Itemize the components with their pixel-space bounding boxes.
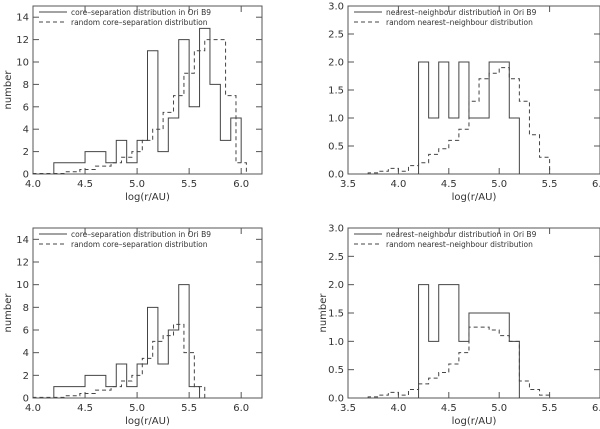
x-tick-label: 4.0 [25, 179, 41, 190]
y-tick-label: 12 [16, 35, 29, 46]
x-axis-label: log(r/AU) [452, 192, 497, 203]
y-tick-label: 3.0 [328, 2, 344, 13]
y-tick-label: 2.0 [328, 280, 344, 291]
histogram-series-random [367, 326, 551, 398]
x-tick-label: 5.5 [181, 403, 197, 414]
y-tick-label: 0 [23, 394, 29, 405]
y-tick-label: 6 [23, 326, 29, 337]
y-tick-label: 2.0 [328, 58, 344, 69]
y-axis-label: number [3, 293, 14, 333]
x-tick-label: 3.5 [340, 403, 356, 414]
x-tick-label: 4.5 [441, 403, 457, 414]
y-tick-label: 4 [23, 125, 29, 136]
y-tick-label: 1.0 [328, 114, 344, 125]
x-tick-label: 4.5 [441, 179, 457, 190]
y-tick-label: 10 [16, 280, 29, 291]
y-tick-label: 10 [16, 58, 29, 69]
legend-label: random core–separation distribution [71, 18, 208, 27]
y-tick-label: 8 [23, 303, 29, 314]
histogram-series-random [32, 39, 247, 174]
histogram-series-random [32, 323, 206, 398]
histogram-series-random [367, 67, 551, 174]
x-tick-label: 4.0 [25, 403, 41, 414]
y-tick-label: 6 [23, 102, 29, 113]
x-tick-label: 6.0 [233, 179, 249, 190]
x-tick-label: 5.0 [129, 179, 145, 190]
x-axis-label: log(r/AU) [452, 416, 497, 427]
y-tick-label: 12 [16, 258, 29, 269]
y-tick-label: 2.5 [328, 252, 344, 263]
y-axis-label: number [3, 70, 14, 110]
x-tick-label: 3.5 [340, 179, 356, 190]
y-tick-label: 1.5 [328, 86, 344, 97]
y-tick-label: 4 [23, 348, 29, 359]
x-tick-label: 5.5 [181, 179, 197, 190]
x-tick-label: 5.0 [129, 403, 145, 414]
plot-frame [32, 227, 263, 399]
chart-panel-1: 4.0 4.5 5.0 5.5 6.0 0 2 4 6 8 10 12 14 log(r/AU) numbe… [3, 5, 263, 203]
x-tick-label: 6.0 [592, 403, 600, 414]
plot-frame [347, 5, 600, 175]
x-tick-label: 4.0 [390, 403, 406, 414]
y-tick-label: 3.0 [328, 224, 344, 235]
legend-label: random core–separation distribution [71, 240, 208, 249]
x-tick-label: 5.0 [491, 403, 507, 414]
x-tick-label: 5.5 [542, 179, 558, 190]
y-tick-label: 1.5 [328, 309, 344, 320]
histogram-series-observed [53, 284, 201, 398]
y-tick-label: 2.5 [328, 30, 344, 41]
legend-label: random nearest–neighbour distribution [386, 18, 533, 27]
x-tick-label: 5.5 [542, 403, 558, 414]
chart-panel-2: 3.5 4.0 4.5 5.0 5.5 6.0 0.0 0.5 1.0 1.5 2.0 2.5 3.0 l… [328, 2, 600, 203]
y-tick-label: 0.0 [328, 394, 344, 405]
histogram-series-observed [53, 27, 242, 174]
legend-label: nearest–neighbour distribution in Ori B9 [386, 8, 537, 17]
y-tick-label: 0.0 [328, 170, 344, 181]
y-tick-label: 14 [16, 235, 29, 246]
x-tick-label: 4.5 [77, 179, 93, 190]
y-axis-label: number [318, 293, 329, 333]
y-tick-label: 0 [23, 170, 29, 181]
legend-label: nearest–neighbour distribution in Ori B9 [386, 230, 537, 239]
legend-label: core–separation distribution in Ori B9 [71, 230, 211, 239]
y-tick-label: 14 [16, 13, 29, 24]
y-tick-label: 1.0 [328, 337, 344, 348]
x-tick-label: 4.5 [77, 403, 93, 414]
legend-label: random nearest–neighbour distribution [386, 240, 533, 249]
y-tick-label: 2 [23, 147, 29, 158]
y-tick-label: 2 [23, 371, 29, 382]
x-tick-label: 6.0 [592, 179, 600, 190]
x-axis-label: log(r/AU) [125, 192, 170, 203]
x-tick-label: 6.0 [233, 403, 249, 414]
x-tick-label: 4.0 [390, 179, 406, 190]
y-tick-label: 8 [23, 80, 29, 91]
y-tick-label: 0.5 [328, 365, 344, 376]
plot-frame [32, 5, 263, 175]
legend-label: core–separation distribution in Ori B9 [71, 8, 211, 17]
x-tick-label: 5.0 [491, 179, 507, 190]
x-axis-label: log(r/AU) [125, 416, 170, 427]
chart-panel-4: 3.5 4.0 4.5 5.0 5.5 6.0 0.0 0.5 1.0 1.5 2.0 2.5 3.0 l… [318, 224, 600, 427]
y-tick-label: 0.5 [328, 142, 344, 153]
chart-panel-3: 4.0 4.5 5.0 5.5 6.0 0 2 4 6 8 10 12 14 log(r/AU) numbe… [3, 227, 263, 427]
histogram-series-observed [418, 61, 520, 174]
